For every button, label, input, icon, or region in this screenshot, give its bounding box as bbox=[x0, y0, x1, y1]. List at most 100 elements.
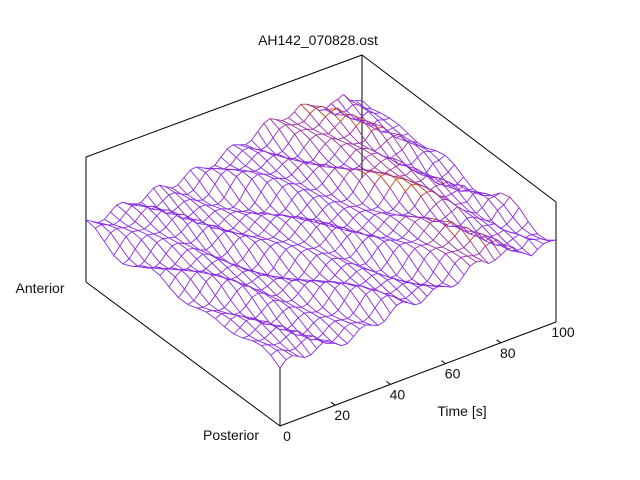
mesh-line-time bbox=[368, 214, 376, 221]
time-tick-label: 40 bbox=[390, 386, 406, 402]
mesh-line-position bbox=[460, 203, 471, 213]
mesh-line-time bbox=[460, 255, 468, 258]
mesh-line-time bbox=[482, 233, 489, 238]
mesh-line-time bbox=[368, 307, 376, 318]
mesh-line-position bbox=[334, 154, 345, 165]
mesh-line-position bbox=[245, 214, 256, 223]
mesh-line-time bbox=[340, 110, 347, 113]
mesh-line-position bbox=[392, 127, 403, 136]
mesh-line-position bbox=[187, 217, 197, 224]
mesh-line-time bbox=[264, 332, 272, 339]
mesh-line-time bbox=[85, 219, 93, 222]
mesh-line-position bbox=[232, 144, 243, 151]
mesh-line-position bbox=[288, 158, 299, 169]
mesh-line-position bbox=[239, 237, 250, 251]
plot-frame bbox=[85, 54, 557, 427]
mesh-line-time bbox=[168, 263, 176, 270]
mesh-line-time bbox=[380, 140, 388, 147]
mesh-line-position bbox=[331, 341, 342, 347]
mesh-line-time bbox=[463, 209, 471, 213]
mesh-line-time bbox=[248, 242, 256, 251]
mesh-line-position bbox=[303, 121, 314, 130]
mesh-line-position bbox=[331, 314, 342, 321]
mesh-line-time bbox=[442, 273, 449, 283]
mesh-line-time bbox=[392, 244, 400, 253]
mesh-line-position bbox=[356, 250, 366, 264]
mesh-line-time bbox=[448, 263, 456, 275]
mesh-line-position bbox=[482, 233, 492, 243]
mesh-line-time bbox=[279, 359, 287, 369]
mesh-line-position bbox=[233, 264, 244, 273]
mesh-line-time bbox=[196, 307, 204, 309]
mesh-line-position bbox=[346, 114, 357, 127]
mesh-line-position bbox=[337, 187, 348, 200]
mesh-line-position bbox=[279, 257, 290, 271]
mesh-line-time bbox=[445, 211, 452, 218]
mesh-line-time bbox=[269, 195, 277, 206]
mesh-line-position bbox=[350, 277, 360, 286]
mesh-line-position bbox=[362, 227, 372, 236]
mesh-line-position bbox=[254, 242, 265, 255]
mesh-line-time bbox=[224, 299, 231, 308]
mesh-line-position bbox=[214, 210, 225, 220]
mesh-line-position bbox=[472, 216, 483, 227]
mesh-line-time bbox=[386, 230, 394, 237]
mesh-line-time bbox=[491, 233, 498, 237]
mesh-line-position bbox=[349, 256, 360, 266]
mesh-line-position bbox=[165, 226, 176, 238]
mesh-line-time bbox=[220, 169, 228, 175]
mesh-line-time bbox=[306, 197, 314, 206]
mesh-line-time bbox=[165, 245, 173, 254]
mesh-line-time bbox=[181, 217, 188, 219]
mesh-line-position bbox=[224, 307, 234, 315]
mesh-line-time bbox=[447, 164, 455, 173]
mesh-line-time bbox=[328, 274, 336, 282]
mesh-line-position bbox=[193, 300, 204, 308]
mesh-line-time bbox=[297, 271, 305, 280]
mesh-line-time bbox=[481, 198, 489, 208]
mesh-line-time bbox=[349, 149, 357, 157]
mesh-line-time bbox=[165, 219, 173, 228]
mesh-line-position bbox=[285, 178, 296, 185]
mesh-line-time bbox=[331, 257, 339, 260]
mesh-line-time bbox=[392, 124, 400, 129]
mesh-line-position bbox=[196, 199, 206, 206]
mesh-line-position bbox=[202, 307, 213, 312]
mesh-line-position bbox=[518, 207, 529, 222]
mesh-line-position bbox=[196, 258, 207, 270]
mesh-line-time bbox=[396, 237, 403, 241]
mesh-line-time bbox=[414, 195, 422, 207]
mesh-line-time bbox=[312, 151, 320, 161]
mesh-line-time bbox=[180, 224, 188, 233]
mesh-line-time bbox=[383, 215, 391, 223]
mesh-line-position bbox=[304, 312, 314, 323]
mesh-line-position bbox=[230, 164, 240, 171]
mesh-line-time bbox=[380, 236, 388, 239]
mesh-line-time bbox=[365, 256, 373, 264]
mesh-line-position bbox=[306, 204, 317, 218]
mesh-line-position bbox=[174, 263, 185, 271]
mesh-line-position bbox=[328, 325, 339, 336]
mesh-line-time bbox=[537, 243, 545, 250]
mesh-line-position bbox=[245, 284, 256, 290]
mesh-line-time bbox=[285, 355, 293, 360]
mesh-line-time bbox=[230, 315, 238, 320]
mesh-line-position bbox=[392, 252, 403, 268]
mesh-line-position bbox=[285, 336, 296, 349]
mesh-line-time bbox=[386, 135, 394, 141]
mesh-line-position bbox=[202, 230, 213, 246]
mesh-line-time bbox=[291, 278, 299, 282]
mesh-line-position bbox=[162, 238, 173, 247]
mesh-line-time bbox=[466, 188, 473, 191]
mesh-line-position bbox=[282, 186, 293, 201]
mesh-line-time bbox=[208, 295, 216, 305]
mesh-line-position bbox=[276, 349, 287, 360]
mesh-line-time bbox=[239, 282, 247, 286]
mesh-line-time bbox=[273, 230, 280, 238]
mesh-line-time bbox=[371, 247, 379, 257]
mesh-line-position bbox=[289, 329, 299, 332]
mesh-line-position bbox=[233, 227, 243, 235]
mesh-line-position bbox=[297, 293, 308, 305]
mesh-line-position bbox=[255, 288, 265, 294]
mesh-line-position bbox=[328, 203, 339, 215]
